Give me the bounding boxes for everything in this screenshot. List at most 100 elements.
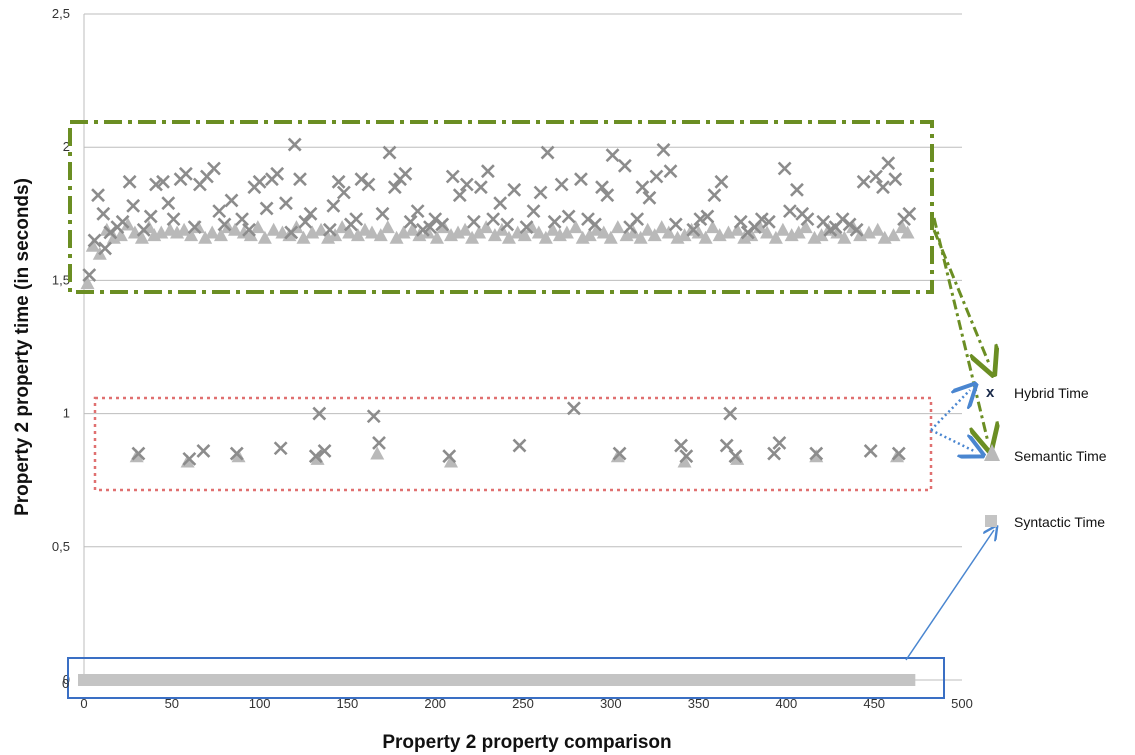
hybrid-point [97, 208, 109, 220]
hybrid-point [889, 173, 901, 185]
hybrid-point [708, 189, 720, 201]
semantic-series [81, 217, 915, 467]
red-arrow-to-semantic [931, 430, 976, 452]
syntactic-point [903, 674, 915, 686]
hybrid-point [405, 216, 417, 228]
red-arrow-to-hybrid [931, 390, 970, 430]
semantic-point [381, 220, 395, 233]
hybrid-point [294, 173, 306, 185]
hybrid-point [643, 192, 655, 204]
hybrid-point [542, 147, 554, 159]
hybrid-point [145, 210, 157, 222]
low-value-highlight-box [95, 398, 931, 490]
hybrid-point [362, 178, 374, 190]
hybrid-point [535, 186, 547, 198]
semantic-point [871, 223, 885, 236]
hybrid-point [197, 445, 209, 457]
hybrid-point [556, 178, 568, 190]
hybrid-point [208, 163, 220, 175]
hybrid-point [454, 189, 466, 201]
hybrid-point [271, 168, 283, 180]
hybrid-point [280, 197, 292, 209]
legend: x Hybrid Time Semantic Time Syntactic Ti… [984, 384, 1107, 530]
hybrid-series [83, 139, 915, 465]
green-arrow-to-hybrid [934, 230, 990, 366]
hybrid-point [377, 208, 389, 220]
hybrid-point [226, 194, 238, 206]
axes [84, 14, 962, 680]
hybrid-point [657, 144, 669, 156]
hybrid-point [735, 216, 747, 228]
hybrid-point [715, 176, 727, 188]
y-tick-label: 0,5 [52, 539, 70, 554]
semantic-point [611, 220, 625, 233]
hybrid-point [903, 208, 915, 220]
hybrid-point [779, 163, 791, 175]
hybrid-point [801, 213, 813, 225]
hybrid-point [236, 213, 248, 225]
semantic-point [776, 223, 790, 236]
hybrid-point [549, 216, 561, 228]
hybrid-point [494, 197, 506, 209]
hybrid-point [619, 160, 631, 172]
hybrid-point [568, 402, 580, 414]
hybrid-point [468, 216, 480, 228]
hybrid-point [461, 178, 473, 190]
hybrid-point [275, 442, 287, 454]
x-axis-title: Property 2 property comparison [382, 732, 671, 753]
baseline-zero-annotation: 0 [62, 676, 69, 691]
semantic-point [370, 447, 384, 460]
hybrid-point [254, 176, 266, 188]
hybrid-point [180, 168, 192, 180]
hybrid-point [607, 149, 619, 161]
hybrid-point [399, 168, 411, 180]
hybrid-point [261, 202, 273, 214]
hybrid-point [513, 440, 525, 452]
hybrid-point [447, 171, 459, 183]
hybrid-point [501, 218, 513, 230]
hybrid-point [350, 213, 362, 225]
hybrid-point [865, 445, 877, 457]
syntactic-series [78, 674, 915, 686]
hybrid-point [327, 200, 339, 212]
hybrid-point [368, 410, 380, 422]
hybrid-point [575, 173, 587, 185]
hybrid-point [882, 157, 894, 169]
hybrid-point [373, 437, 385, 449]
y-tick-label: 2,5 [52, 6, 70, 21]
hybrid-point [877, 181, 889, 193]
hybrid-point [563, 210, 575, 222]
semantic-point [569, 220, 583, 233]
hybrid-point [384, 147, 396, 159]
y-tick-label: 1,5 [52, 272, 70, 287]
hybrid-point [412, 205, 424, 217]
hybrid-point [650, 171, 662, 183]
hybrid-point [791, 184, 803, 196]
hybrid-point [289, 139, 301, 151]
hybrid-point [83, 269, 95, 281]
legend-semantic-label: Semantic Time [1014, 448, 1107, 464]
hybrid-point [858, 176, 870, 188]
legend-syntactic-icon [985, 515, 997, 527]
hybrid-point [508, 184, 520, 196]
legend-hybrid-icon: x [986, 384, 995, 401]
hybrid-point [124, 176, 136, 188]
hybrid-point [631, 213, 643, 225]
hybrid-point [665, 165, 677, 177]
legend-hybrid-label: Hybrid Time [1014, 385, 1089, 401]
y-tick-label: 1 [63, 406, 70, 421]
legend-syntactic-label: Syntactic Time [1014, 514, 1105, 530]
hybrid-point [213, 205, 225, 217]
blue-arrow-to-syntactic [906, 530, 994, 660]
hybrid-point [487, 213, 499, 225]
legend-semantic-icon [984, 444, 1000, 461]
hybrid-point [784, 205, 796, 217]
hybrid-point [92, 189, 104, 201]
y-tick-labels: 00,511,522,5 [52, 6, 70, 687]
hybrid-point [99, 242, 111, 254]
hybrid-point [528, 205, 540, 217]
hybrid-point [482, 165, 494, 177]
gridlines [84, 14, 962, 547]
hybrid-point [721, 440, 733, 452]
